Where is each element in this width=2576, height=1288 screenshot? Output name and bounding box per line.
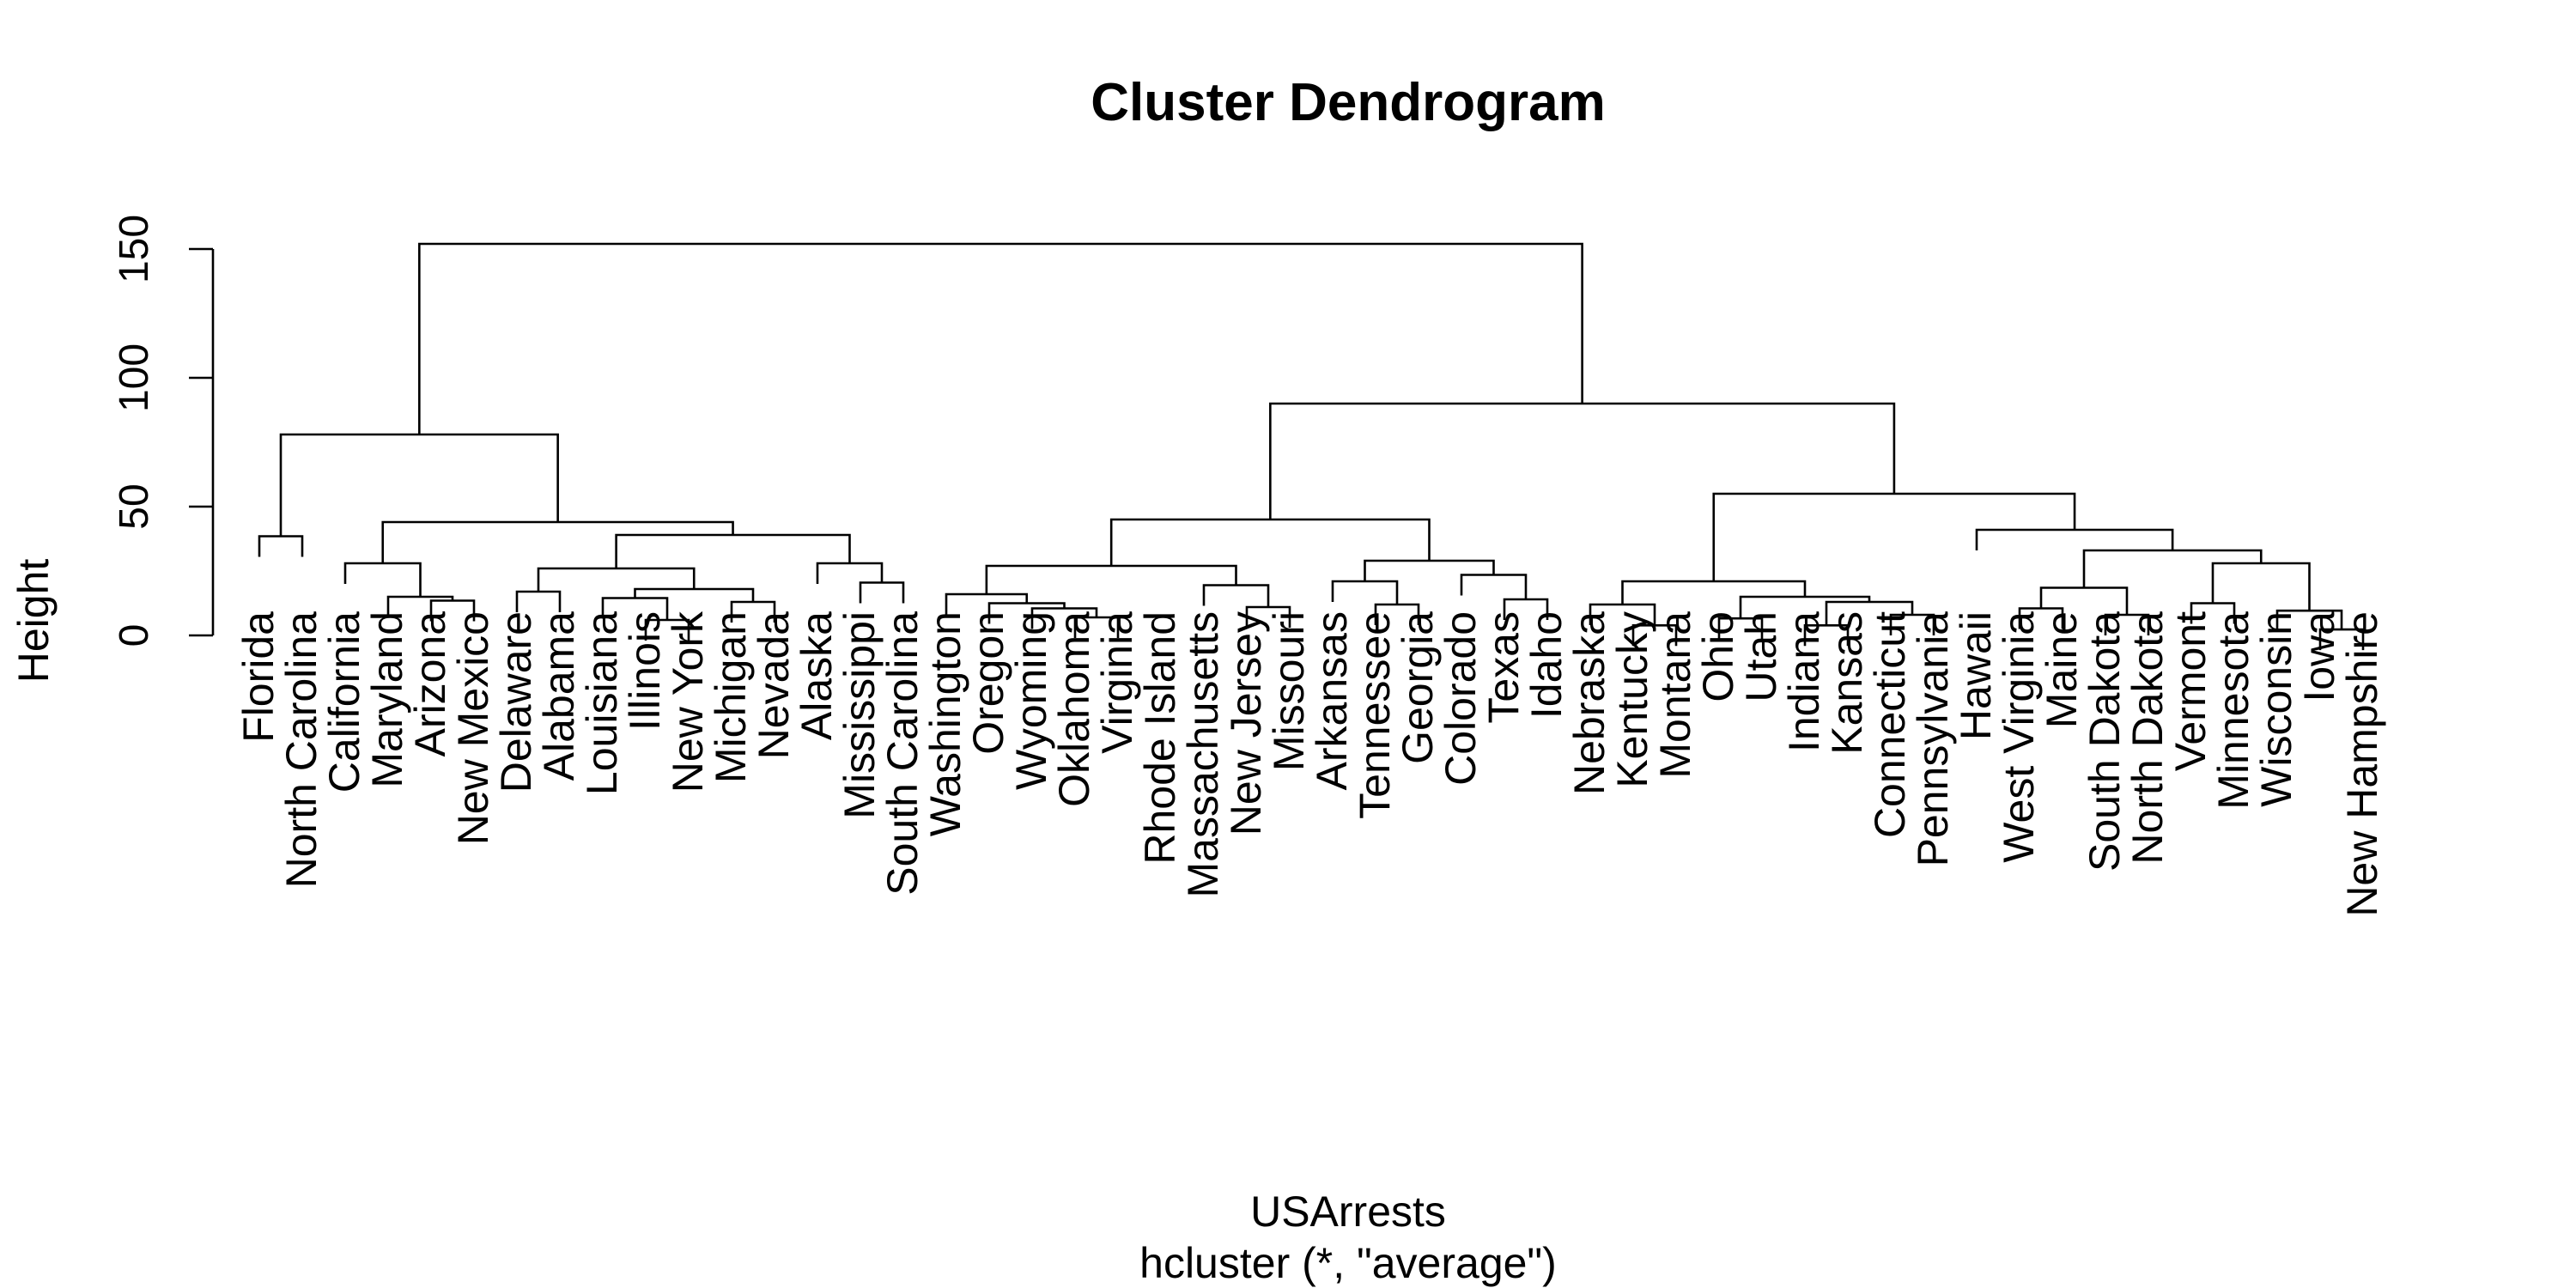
leaf-label-west-virginia: West Virginia <box>1995 611 2043 863</box>
leaf-label-delaware: Delaware <box>492 611 540 793</box>
leaf-label-minnesota: Minnesota <box>2209 611 2257 810</box>
leaf-label-nebraska: Nebraska <box>1565 611 1613 795</box>
leaf-label-iowa: Iowa <box>2295 611 2343 702</box>
leaf-label-hawaii: Hawaii <box>1952 611 2000 740</box>
cluster-link <box>634 587 755 602</box>
leaf-label-rhode-island: Rhode Island <box>1136 611 1184 865</box>
cluster-link <box>615 533 851 568</box>
leaf-label-tennessee: Tennessee <box>1351 611 1399 819</box>
cluster-link <box>1460 574 1528 599</box>
leaf-label-arizona: Arizona <box>406 611 454 757</box>
cluster-link <box>418 242 1583 434</box>
cluster-link <box>1202 584 1270 607</box>
leaf-label-maryland: Maryland <box>363 611 411 788</box>
cluster-link <box>258 535 304 557</box>
leaf-label-kentucky: Kentucky <box>1608 611 1656 788</box>
leaf-label-utah: Utah <box>1737 611 1785 702</box>
cluster-link <box>985 564 1237 594</box>
leaf-label-colorado: Colorado <box>1437 611 1485 786</box>
leaf-label-north-dakota: North Dakota <box>2123 611 2172 865</box>
leaf-label-montana: Montana <box>1651 611 1699 779</box>
leaf-label-nevada: Nevada <box>750 611 798 760</box>
leaf-label-missouri: Missouri <box>1265 611 1313 771</box>
leaf-label-california: California <box>320 611 368 793</box>
leaf-label-north-carolina: North Carolina <box>277 611 325 889</box>
cluster-link <box>1621 580 1807 605</box>
leaf-label-oregon: Oregon <box>964 611 1012 755</box>
leaf-label-wisconsin: Wisconsin <box>2252 611 2300 807</box>
leaf-label-oklahoma: Oklahoma <box>1050 611 1098 807</box>
leaf-label-arkansas: Arkansas <box>1308 611 1356 790</box>
leaf-label-washington: Washington <box>921 611 969 836</box>
cluster-link <box>859 581 905 604</box>
cluster-link <box>381 520 734 563</box>
y-axis-title: Height <box>9 559 58 683</box>
leaf-label-illinois: Illinois <box>621 611 669 731</box>
subtitle: hcluster (*, "average") <box>1139 1239 1557 1287</box>
leaf-label-texas: Texas <box>1479 611 1528 724</box>
leaf-label-maine: Maine <box>2038 611 2086 728</box>
cluster-link <box>515 590 562 612</box>
cluster-link <box>1975 528 2174 550</box>
cluster-link <box>1331 580 1399 605</box>
leaf-label-new-hampshire: New Hampshire <box>2338 611 2386 917</box>
cluster-link <box>2039 586 2129 615</box>
dendrogram-links <box>258 242 2365 651</box>
leaf-label-south-carolina: South Carolina <box>878 611 927 896</box>
cluster-link <box>1364 559 1495 581</box>
leaf-label-florida: Florida <box>234 611 283 743</box>
leaf-label-massachusetts: Massachusetts <box>1179 611 1227 897</box>
x-axis-title: USArrests <box>1250 1188 1446 1236</box>
cluster-link <box>343 562 422 597</box>
leaf-label-virginia: Virginia <box>1093 611 1141 754</box>
leaf-label-indiana: Indiana <box>1780 611 1828 752</box>
leaf-label-new-jersey: New Jersey <box>1222 611 1270 835</box>
leaf-label-louisiana: Louisiana <box>578 611 626 795</box>
cluster-link <box>816 562 884 584</box>
leaf-label-vermont: Vermont <box>2166 611 2215 771</box>
y-axis: 0 50 100 150 <box>112 215 215 647</box>
leaf-label-mississippi: Mississippi <box>835 611 884 819</box>
leaf-label-kansas: Kansas <box>1823 611 1871 755</box>
chart-title: Cluster Dendrogram <box>1091 73 1605 132</box>
leaf-label-connecticut: Connecticut <box>1866 611 1914 838</box>
cluster-link <box>2082 549 2263 588</box>
leaf-label-pennsylvania: Pennsylvania <box>1909 611 1957 867</box>
y-tick-label: 0 <box>112 624 157 647</box>
leaf-label-idaho: Idaho <box>1522 611 1571 719</box>
cluster-link <box>1712 492 2076 581</box>
leaf-label-south-dakota: South Dakota <box>2081 611 2129 872</box>
leaf-label-new-york: New York <box>664 611 712 793</box>
leaf-label-georgia: Georgia <box>1394 611 1442 764</box>
leaf-label-michigan: Michigan <box>707 611 755 783</box>
y-tick-label: 100 <box>112 343 157 412</box>
cluster-link <box>1269 402 1896 519</box>
y-tick-label: 50 <box>112 483 157 529</box>
leaf-label-wyoming: Wyoming <box>1007 611 1055 790</box>
leaf-label-alabama: Alabama <box>535 611 583 781</box>
cluster-link <box>1109 518 1431 566</box>
leaf-label-ohio: Ohio <box>1694 611 1742 702</box>
leaf-label-alaska: Alaska <box>793 611 841 740</box>
leaf-label-new-mexico: New Mexico <box>449 611 497 845</box>
y-tick-label: 150 <box>112 215 157 283</box>
